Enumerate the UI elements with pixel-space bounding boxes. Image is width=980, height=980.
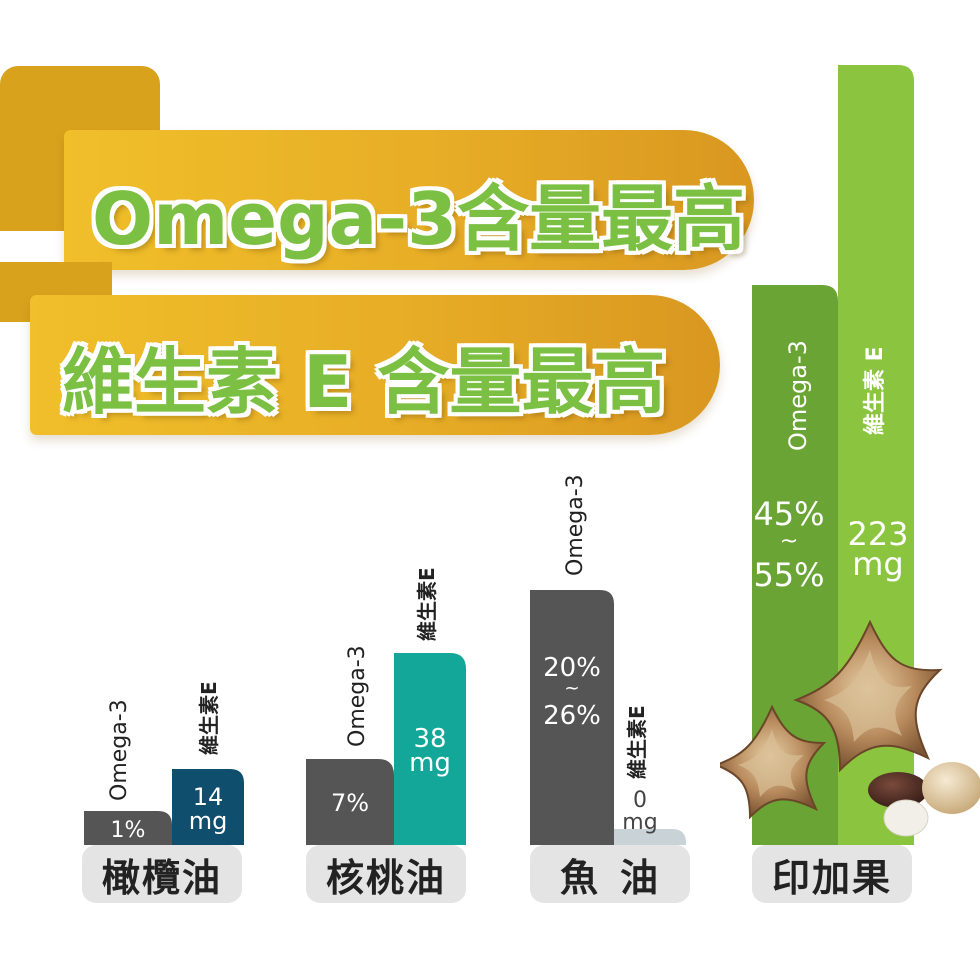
ribbon-1 xyxy=(64,130,754,270)
fish-label-char-2: 油 xyxy=(619,855,660,900)
bar-omega3-walnut-oil xyxy=(306,759,394,845)
series-label-vitE-fish-oil: 維生素E xyxy=(625,705,649,779)
bar-vitE-olive-oil xyxy=(172,769,244,845)
ribbon-2 xyxy=(30,295,720,435)
category-label-sacha-inchi: 印加果 xyxy=(752,845,912,903)
bar-vitE-walnut-oil xyxy=(394,653,466,845)
series-label-vitE-sacha-inchi: 維生素 E xyxy=(862,346,888,435)
star-nut-large xyxy=(793,620,943,773)
series-label-vitE-olive-oil: 維生素E xyxy=(197,681,221,755)
value-label-vitE-walnut-oil: 38 mg xyxy=(409,724,451,778)
category-label-walnut-oil: 核桃油 xyxy=(306,845,466,903)
series-label-vitE-walnut-oil: 維生素E xyxy=(415,567,439,641)
fish-label-char-1: 魚 xyxy=(560,855,601,900)
bar-omega3-fish-oil xyxy=(530,590,614,845)
value-label-omega3-olive-oil: 1% xyxy=(111,818,146,843)
category-label-olive-oil: 橄欖油 xyxy=(82,845,242,903)
value-label-vitE-olive-oil: 14 mg xyxy=(189,783,228,835)
headline-line2: 維生素 E 含量最高 xyxy=(62,340,666,424)
category-label-fish-oil: 魚 油 xyxy=(530,845,690,903)
star-nut-small xyxy=(720,704,827,820)
headline-line1: Omega-3含量最高 xyxy=(92,177,746,261)
series-label-omega3-walnut-oil: Omega-3 xyxy=(345,645,370,747)
bar-vitE-fish-oil xyxy=(614,829,686,845)
value-label-omega3-sacha-inchi: 45% ~55% xyxy=(753,495,824,594)
light-seed xyxy=(922,762,980,814)
series-label-omega3-olive-oil: Omega-3 xyxy=(107,699,132,801)
value-label-omega3-fish-oil: 20% ~26% xyxy=(543,653,601,731)
series-label-omega3-fish-oil: Omega-3 xyxy=(563,474,588,576)
sacha-inchi-nuts-illustration xyxy=(720,620,980,837)
value-label-vitE-fish-oil: 0 mg xyxy=(622,788,657,835)
white-kernel xyxy=(883,799,929,837)
value-label-omega3-walnut-oil: 7% xyxy=(331,789,369,817)
dark-seed xyxy=(868,772,928,808)
series-label-omega3-sacha-inchi: Omega-3 xyxy=(784,340,812,451)
bar-omega3-olive-oil xyxy=(84,811,172,845)
value-label-vitE-sacha-inchi: 223 mg xyxy=(847,515,908,583)
